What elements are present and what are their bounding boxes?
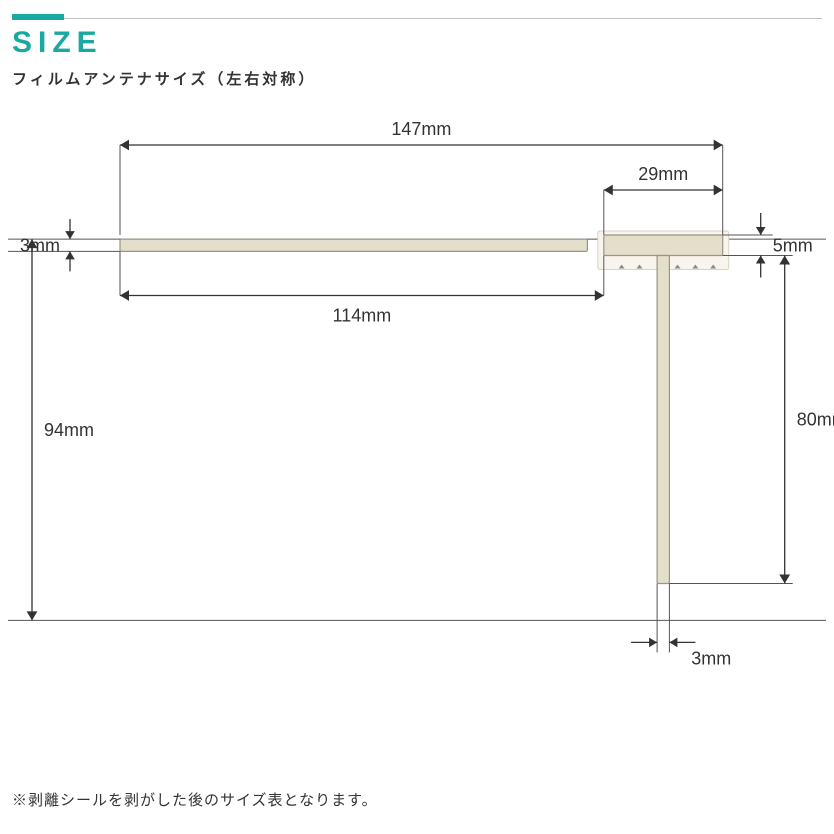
svg-text:147mm: 147mm bbox=[391, 119, 451, 139]
footer-note: ※剥離シールを剥がした後のサイズ表となります。 bbox=[12, 789, 378, 810]
subtitle: フィルムアンテナサイズ（左右対称） bbox=[12, 68, 316, 89]
antenna-arm bbox=[120, 239, 587, 251]
top-accent bbox=[12, 14, 64, 20]
svg-text:80mm: 80mm bbox=[797, 410, 834, 430]
svg-text:3mm: 3mm bbox=[20, 235, 60, 255]
diagram-area: 147mm 29mm 114mm 3mm 5mm 94mm 80mm 3mm bbox=[0, 110, 834, 774]
svg-text:3mm: 3mm bbox=[691, 648, 731, 668]
svg-text:94mm: 94mm bbox=[44, 420, 94, 440]
antenna-head bbox=[604, 235, 723, 256]
page-title: SIZE bbox=[12, 26, 103, 60]
antenna-stem bbox=[657, 256, 669, 584]
svg-text:5mm: 5mm bbox=[773, 235, 813, 255]
svg-text:29mm: 29mm bbox=[638, 164, 688, 184]
svg-text:114mm: 114mm bbox=[333, 306, 392, 326]
top-rule bbox=[12, 18, 822, 19]
diagram-svg: 147mm 29mm 114mm 3mm 5mm 94mm 80mm 3mm bbox=[0, 110, 834, 774]
